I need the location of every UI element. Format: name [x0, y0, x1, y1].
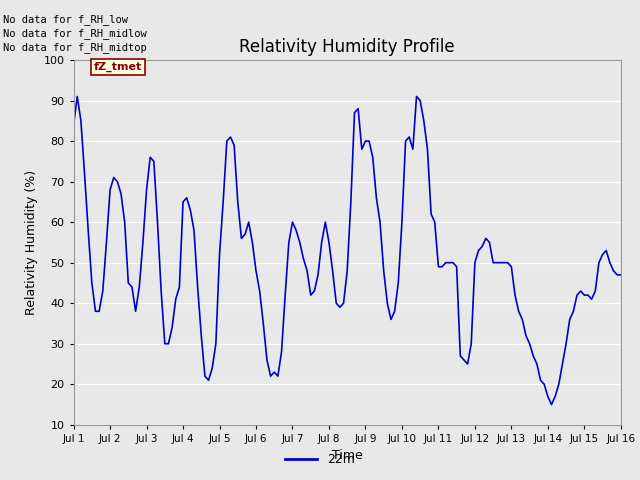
- X-axis label: Time: Time: [332, 449, 363, 462]
- Text: fZ_tmet: fZ_tmet: [93, 62, 142, 72]
- Text: No data for f_RH_midlow: No data for f_RH_midlow: [3, 28, 147, 39]
- Text: No data for f_RH_midtop: No data for f_RH_midtop: [3, 42, 147, 53]
- Text: No data for f_RH_low: No data for f_RH_low: [3, 13, 128, 24]
- Legend: 22m: 22m: [280, 448, 360, 471]
- Y-axis label: Relativity Humidity (%): Relativity Humidity (%): [25, 170, 38, 315]
- Title: Relativity Humidity Profile: Relativity Humidity Profile: [239, 37, 455, 56]
